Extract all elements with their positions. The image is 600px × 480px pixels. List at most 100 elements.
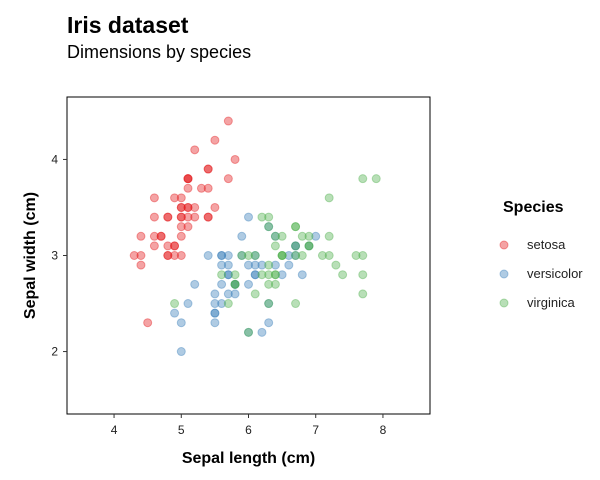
point-versicolor-1: [270, 231, 280, 241]
legend: Species setosa versicolor virginica: [499, 199, 583, 310]
point-setosa-43: [176, 202, 186, 212]
point-virginica-6: [170, 299, 180, 309]
point-virginica-8: [291, 299, 301, 309]
point-setosa-20: [203, 212, 213, 222]
point-virginica-40: [291, 241, 301, 251]
point-versicolor-18: [257, 327, 267, 337]
point-versicolor-38: [217, 251, 227, 260]
point-versicolor-49: [223, 270, 233, 280]
point-versicolor-48: [183, 299, 193, 309]
point-setosa-12: [163, 251, 173, 260]
point-virginica-16: [277, 251, 287, 260]
points-layer: [129, 116, 381, 357]
point-setosa-13: [129, 251, 139, 260]
point-virginica-25: [324, 231, 334, 241]
point-versicolor-29: [223, 289, 233, 299]
point-virginica-36: [264, 212, 274, 222]
y-tick-label-3: 3: [51, 249, 58, 263]
point-virginica-5: [351, 251, 361, 260]
point-versicolor-27: [291, 251, 301, 260]
point-versicolor-42: [230, 289, 240, 299]
point-virginica-39: [304, 241, 314, 251]
point-versicolor-22: [264, 299, 274, 309]
point-virginica-38: [244, 251, 253, 260]
point-versicolor-17: [230, 279, 240, 289]
point-virginica-12: [297, 251, 307, 260]
point-virginica-26: [257, 270, 267, 280]
point-versicolor-24: [270, 260, 280, 270]
point-versicolor-10: [176, 347, 186, 357]
point-versicolor-8: [284, 260, 294, 270]
point-virginica-23: [264, 279, 274, 289]
x-axis-title: Sepal length (cm): [182, 450, 315, 467]
point-virginica-11: [270, 279, 280, 289]
chart-title: Iris dataset: [67, 12, 189, 38]
point-virginica-9: [324, 193, 334, 203]
point-setosa-47: [149, 231, 159, 241]
point-versicolor-36: [291, 241, 301, 251]
point-virginica-21: [217, 270, 227, 280]
point-setosa-32: [190, 145, 200, 155]
y-axis-title: Sepal width (cm): [22, 192, 39, 319]
point-virginica-45: [291, 251, 301, 260]
point-setosa-28: [190, 212, 200, 222]
point-versicolor-3: [210, 318, 220, 328]
point-virginica-15: [270, 231, 280, 241]
point-setosa-7: [176, 212, 186, 222]
point-setosa-15: [223, 116, 233, 126]
point-versicolor-37: [264, 318, 274, 328]
legend-label-virginica: virginica: [527, 295, 575, 310]
legend-label-versicolor: versicolor: [527, 266, 583, 281]
point-versicolor-43: [176, 318, 186, 328]
point-versicolor-33: [244, 279, 253, 289]
point-setosa-33: [210, 135, 220, 145]
point-versicolor-6: [264, 222, 274, 232]
point-virginica-28: [270, 270, 280, 280]
point-virginica-49: [237, 251, 247, 260]
point-setosa-2: [156, 231, 166, 241]
point-virginica-37: [270, 241, 280, 251]
point-setosa-30: [163, 241, 173, 251]
y-axis: 2 3 4: [51, 152, 67, 359]
legend-key-versicolor: [499, 269, 509, 279]
point-setosa-42: [136, 231, 146, 241]
point-setosa-25: [176, 251, 186, 260]
point-setosa-46: [183, 174, 193, 184]
chart-subtitle: Dimensions by species: [67, 42, 252, 62]
point-virginica-33: [264, 270, 274, 280]
point-versicolor-35: [244, 212, 253, 222]
legend-key-setosa: [499, 240, 509, 250]
point-versicolor-15: [291, 241, 301, 251]
point-setosa-4: [176, 193, 186, 203]
legend-key-virginica: [499, 298, 509, 308]
point-setosa-34: [170, 241, 180, 251]
legend-label-setosa: setosa: [527, 237, 566, 252]
point-versicolor-34: [203, 251, 213, 260]
point-virginica-29: [324, 251, 334, 260]
point-virginica-27: [250, 251, 260, 260]
point-setosa-31: [203, 212, 213, 222]
point-versicolor-23: [250, 270, 260, 280]
point-versicolor-2: [304, 241, 314, 251]
x-tick-label-8: 8: [380, 423, 387, 437]
point-virginica-24: [291, 222, 301, 232]
point-virginica-32: [270, 270, 280, 280]
point-setosa-36: [210, 202, 220, 212]
x-tick-label-5: 5: [178, 423, 185, 437]
point-virginica-2: [317, 251, 327, 260]
x-tick-label-4: 4: [111, 423, 118, 437]
point-versicolor-40: [210, 289, 220, 299]
y-tick-label-4: 4: [51, 152, 58, 166]
point-setosa-9: [170, 241, 180, 251]
point-setosa-38: [136, 251, 146, 260]
point-virginica-19: [244, 327, 253, 337]
point-versicolor-45: [223, 251, 233, 260]
point-setosa-22: [149, 193, 159, 203]
point-versicolor-13: [250, 260, 260, 270]
point-versicolor-31: [210, 308, 220, 318]
x-tick-label-6: 6: [245, 423, 252, 437]
point-setosa-45: [163, 251, 173, 260]
point-virginica-13: [223, 299, 233, 309]
point-setosa-10: [203, 183, 213, 193]
